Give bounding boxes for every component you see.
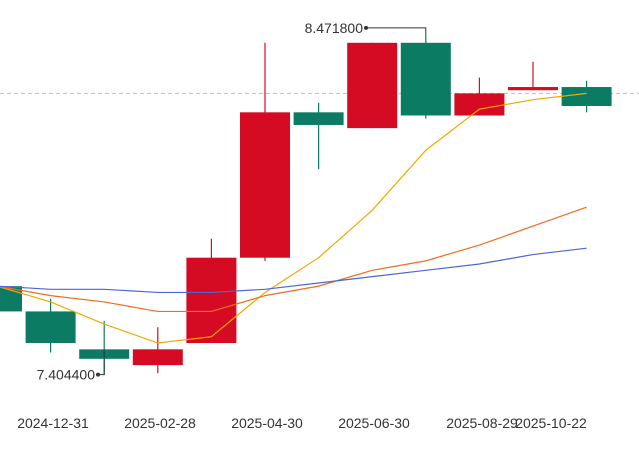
candle-body-9 xyxy=(454,93,505,116)
moving-average-line-0 xyxy=(0,92,587,344)
candle-body-1 xyxy=(25,311,76,344)
candle-body-5 xyxy=(240,112,290,258)
candle-body-11 xyxy=(561,87,612,107)
candle-body-8 xyxy=(400,42,451,116)
candle-body-7 xyxy=(347,42,398,129)
candle-body-layer xyxy=(0,42,612,366)
extreme-label-layer: 8.471800 7.404400 xyxy=(37,20,427,383)
x-tick-label-2: 2025-04-30 xyxy=(231,415,303,431)
x-tick-label-4: 2025-08-29 xyxy=(446,415,518,431)
candle-body-10 xyxy=(508,87,558,91)
x-axis-tick-labels: 2024-12-31 2025-02-28 2025-04-30 2025-06-30… xyxy=(17,415,587,431)
min-value-label: 7.404400 xyxy=(37,367,96,383)
candle-body-3 xyxy=(132,349,183,366)
wick-layer xyxy=(49,35,588,375)
moving-average-line-1 xyxy=(0,206,587,313)
moving-average-layer xyxy=(0,92,587,344)
min-leader-line xyxy=(98,349,105,376)
x-tick-label-5: 2025-10-22 xyxy=(515,415,587,431)
candle-body-6 xyxy=(293,112,344,125)
max-value-label: 8.471800 xyxy=(305,20,364,36)
max-leader-line xyxy=(366,27,427,36)
moving-average-line-2 xyxy=(0,247,587,294)
max-marker-dot xyxy=(364,25,368,30)
min-marker-dot xyxy=(96,372,100,377)
x-tick-label-1: 2025-02-28 xyxy=(124,415,196,431)
x-tick-label-0: 2024-12-31 xyxy=(17,415,89,431)
candle-body-4 xyxy=(186,257,237,344)
x-tick-label-3: 2025-06-30 xyxy=(338,415,410,431)
